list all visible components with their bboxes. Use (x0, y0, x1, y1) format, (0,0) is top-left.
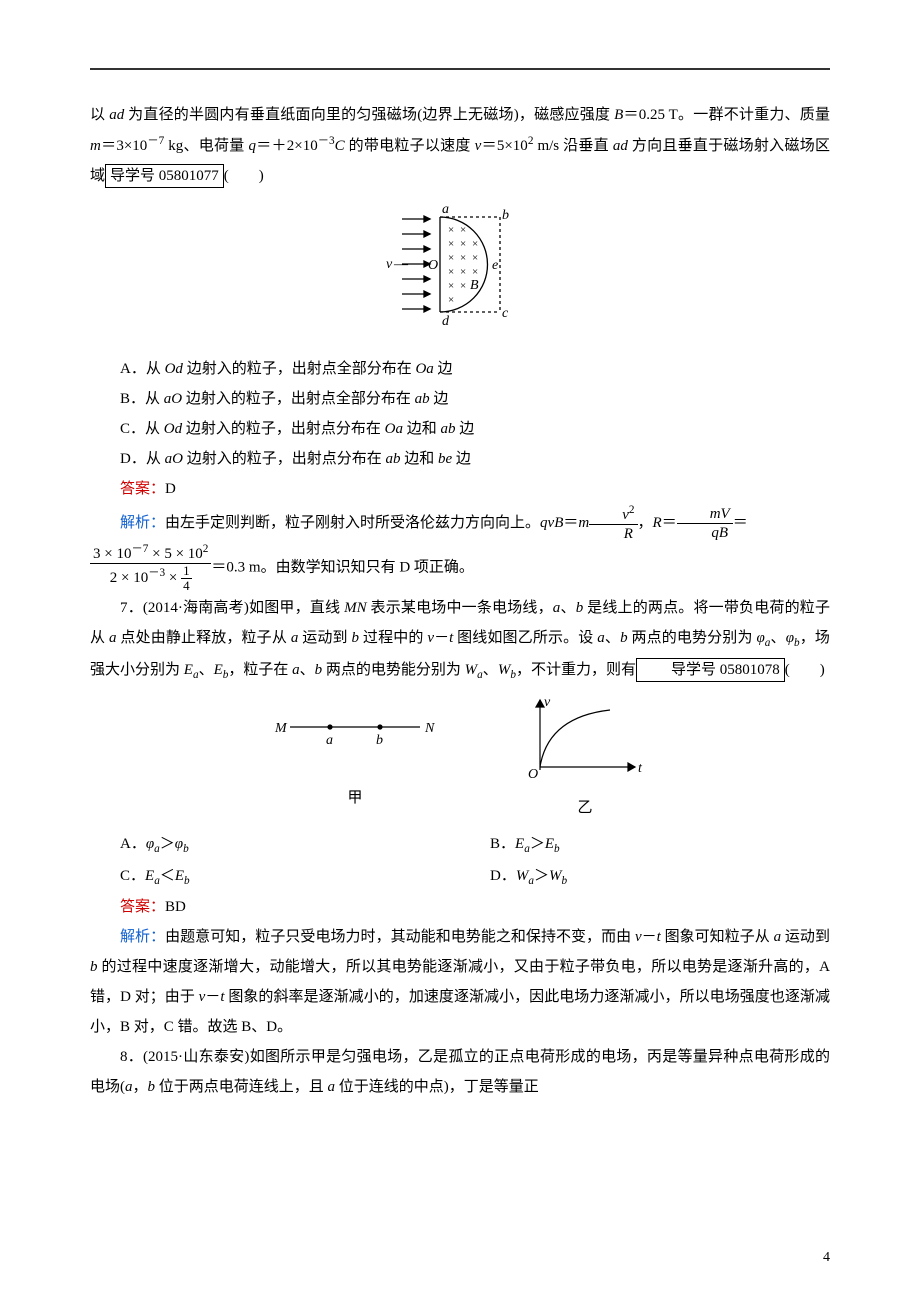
svg-text:×: × (448, 280, 454, 292)
svg-text:×: × (448, 294, 454, 306)
q7-opt-c: C．Ea＜Eb (90, 861, 460, 893)
svg-text:t: t (638, 761, 643, 776)
svg-text:a: a (326, 733, 333, 748)
q6-explain-2: 3 × 10－7 × 5 × 102 2 × 10－3 × 14 ＝0.3 m。… (90, 543, 830, 594)
figure-q7: M N a b 甲 (90, 692, 830, 823)
figure-q7-right-label: 乙 (520, 793, 650, 823)
q6-opt-b: B．从 aO 边射入的粒子，出射点全部分布在 ab 边 (90, 384, 830, 414)
q6-answer-value: D (165, 481, 176, 497)
q7-options: A．φa＞φb C．Ea＜Eb B．Ea＞Eb D．Wa＞Wb (90, 829, 830, 892)
svg-text:×: × (472, 252, 478, 264)
svg-text:e: e (492, 258, 498, 273)
q6-answer: 答案：D (90, 474, 830, 504)
figure-q6: × × × × × × × × × × × × × × a b c d e O v — (90, 197, 830, 348)
svg-text:×: × (460, 252, 466, 264)
svg-text:O: O (428, 258, 438, 273)
page-number: 4 (823, 1244, 830, 1272)
svg-text:×: × (448, 252, 454, 264)
q6-explain: 解析：由左手定则判断，粒子刚射入时所受洛伦兹力方向向上。qvB＝mv2R，R＝m… (90, 504, 830, 543)
ref-box-2: 导学号 05801078 (636, 658, 785, 683)
answer-label: 答案： (120, 481, 165, 497)
answer-label-2: 答案： (120, 899, 165, 915)
svg-text:O: O (528, 767, 538, 782)
ref-box-1: 导学号 05801077 (105, 164, 224, 189)
q6-opt-d: D．从 aO 边射入的粒子，出射点分布在 ab 边和 be 边 (90, 444, 830, 474)
svg-text:v: v (544, 695, 551, 710)
svg-text:d: d (442, 314, 450, 329)
svg-text:v: v (386, 257, 393, 272)
top-rule (90, 68, 830, 70)
q7-opt-b: B．Ea＞Eb (460, 829, 830, 861)
q6-explain-tail: ＝0.3 m。由数学知识知只有 D 项正确。 (211, 559, 474, 575)
big-frac-num: 3 × 10－7 × 5 × 102 (90, 543, 211, 563)
q7-explain: 解析：由题意可知，粒子只受电场力时，其动能和电势能之和保持不变，而由 v－t 图… (90, 922, 830, 1042)
blank-2: ( ) (785, 662, 825, 678)
svg-text:×: × (460, 266, 466, 278)
explain-label-2: 解析： (120, 929, 165, 945)
figure-q7-left: M N a b 甲 (270, 702, 440, 813)
q8-intro: 8．(2015·山东泰安)如图所示甲是匀强电场，乙是孤立的正点电荷形成的电场，丙… (90, 1042, 830, 1102)
svg-text:×: × (460, 280, 466, 292)
svg-text:—: — (393, 257, 409, 272)
q6-explain-lead: 由左手定则判断，粒子刚射入时所受洛伦兹力方向向上。qvB＝m (165, 514, 589, 530)
svg-text:×: × (472, 238, 478, 250)
svg-text:b: b (502, 208, 509, 223)
svg-text:×: × (460, 224, 466, 236)
big-frac: 3 × 10－7 × 5 × 102 2 × 10－3 × 14 (90, 543, 211, 594)
eq-sign: ＝ (733, 514, 748, 530)
q7-explain-body: 由题意可知，粒子只受电场力时，其动能和电势能之和保持不变，而由 v－t 图象可知… (90, 929, 830, 1035)
svg-text:B: B (470, 278, 479, 293)
svg-text:×: × (448, 266, 454, 278)
q6-intro: 以 ad 为直径的半圆内有垂直纸面向里的匀强磁场(边界上无磁场)，磁感应强度 B… (90, 100, 830, 191)
figure-q7-left-label: 甲 (270, 783, 440, 813)
q7-intro: 7．(2014·海南高考)如图甲，直线 MN 表示某电场中一条电场线，a、b 是… (90, 593, 830, 686)
svg-text:b: b (376, 733, 383, 748)
svg-text:c: c (502, 306, 509, 321)
page: 以 ad 为直径的半圆内有垂直纸面向里的匀强磁场(边界上无磁场)，磁感应强度 B… (0, 0, 920, 1302)
svg-text:×: × (448, 238, 454, 250)
frac-v2r: v2R (589, 504, 637, 543)
q7-answer: 答案：BD (90, 892, 830, 922)
q7-answer-value: BD (165, 899, 186, 915)
blank-1: ( ) (224, 168, 264, 184)
q7-opt-d: D．Wa＞Wb (460, 861, 830, 893)
frac-mv-qb: mVqB (677, 505, 733, 542)
explain-label: 解析： (120, 514, 165, 530)
svg-text:×: × (460, 238, 466, 250)
svg-text:a: a (442, 202, 449, 217)
comma: ，R＝ (638, 514, 677, 530)
svg-text:N: N (424, 721, 435, 736)
figure-q6-svg: × × × × × × × × × × × × × × a b c d e O v — (380, 197, 540, 337)
big-frac-den: 2 × 10－3 × 14 (90, 563, 211, 594)
svg-text:×: × (448, 224, 454, 236)
figure-q7-right: v O t 乙 (520, 692, 650, 823)
svg-text:M: M (274, 721, 288, 736)
q6-opt-a: A．从 Od 边射入的粒子，出射点全部分布在 Oa 边 (90, 354, 830, 384)
q6-opt-c: C．从 Od 边射入的粒子，出射点分布在 Oa 边和 ab 边 (90, 414, 830, 444)
q7-opt-a: A．φa＞φb (90, 829, 460, 861)
svg-text:×: × (472, 266, 478, 278)
